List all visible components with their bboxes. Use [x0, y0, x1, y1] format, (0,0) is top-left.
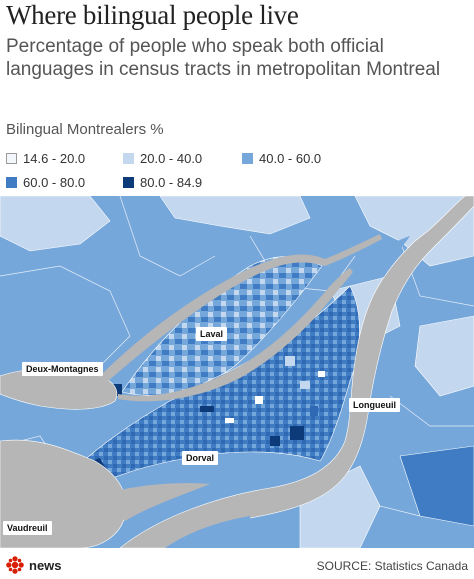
- label-dorval: Dorval: [182, 451, 219, 465]
- map-title: Where bilingual people live: [6, 0, 299, 30]
- cbc-logo: news: [4, 556, 62, 574]
- legend-label-2: 20.0 - 40.0: [140, 151, 203, 166]
- source-credit: SOURCE: Statistics Canada: [316, 559, 468, 573]
- map-svg: [0, 196, 474, 548]
- map-subtitle: Percentage of people who speak both offi…: [6, 36, 441, 80]
- st-lawrence-river: [119, 196, 474, 548]
- label-laval: Laval: [196, 327, 228, 341]
- riviere-des-prairies: [118, 268, 353, 402]
- legend-label-1: 14.6 - 20.0: [23, 151, 86, 166]
- legend-item-5: 80.0 - 84.9: [123, 175, 202, 190]
- legend-label-3: 40.0 - 60.0: [259, 151, 322, 166]
- river-island: [360, 236, 410, 274]
- label-deux-montagnes: Deux-Montagnes: [22, 362, 103, 376]
- legend: 14.6 - 20.0 20.0 - 40.0 40.0 - 60.0 60.0…: [6, 148, 474, 194]
- river-island-south: [165, 516, 250, 548]
- region-far-east: [399, 445, 474, 527]
- legend-swatch-5: [123, 177, 134, 188]
- riviere-des-mille-iles: [100, 234, 382, 381]
- label-longueuil: Longueuil: [349, 398, 400, 412]
- legend-item-1: 14.6 - 20.0: [6, 151, 85, 166]
- legend-label-4: 60.0 - 80.0: [23, 175, 86, 190]
- region-northwest: [0, 196, 111, 252]
- cbc-gem-icon: [6, 556, 24, 574]
- legend-title: Bilingual Montrealers %: [6, 121, 164, 138]
- region-east: [414, 315, 474, 397]
- legend-item-2: 20.0 - 40.0: [123, 151, 202, 166]
- brand-text: news: [29, 557, 62, 573]
- region-northeast: [354, 196, 474, 267]
- legend-label-5: 80.0 - 84.9: [140, 175, 203, 190]
- legend-swatch-3: [242, 153, 253, 164]
- label-vaudreuil: Vaudreuil: [3, 521, 52, 535]
- legend-item-3: 40.0 - 60.0: [242, 151, 321, 166]
- legend-swatch-2: [123, 153, 134, 164]
- footer: news SOURCE: Statistics Canada: [0, 549, 474, 579]
- legend-item-4: 60.0 - 80.0: [6, 175, 85, 190]
- region-north: [159, 196, 311, 235]
- lake-west-channel: [95, 483, 210, 521]
- legend-swatch-4: [6, 177, 17, 188]
- legend-swatch-1: [6, 153, 17, 164]
- choropleth-map: Laval Deux-Montagnes Longueuil Dorval Va…: [0, 196, 474, 548]
